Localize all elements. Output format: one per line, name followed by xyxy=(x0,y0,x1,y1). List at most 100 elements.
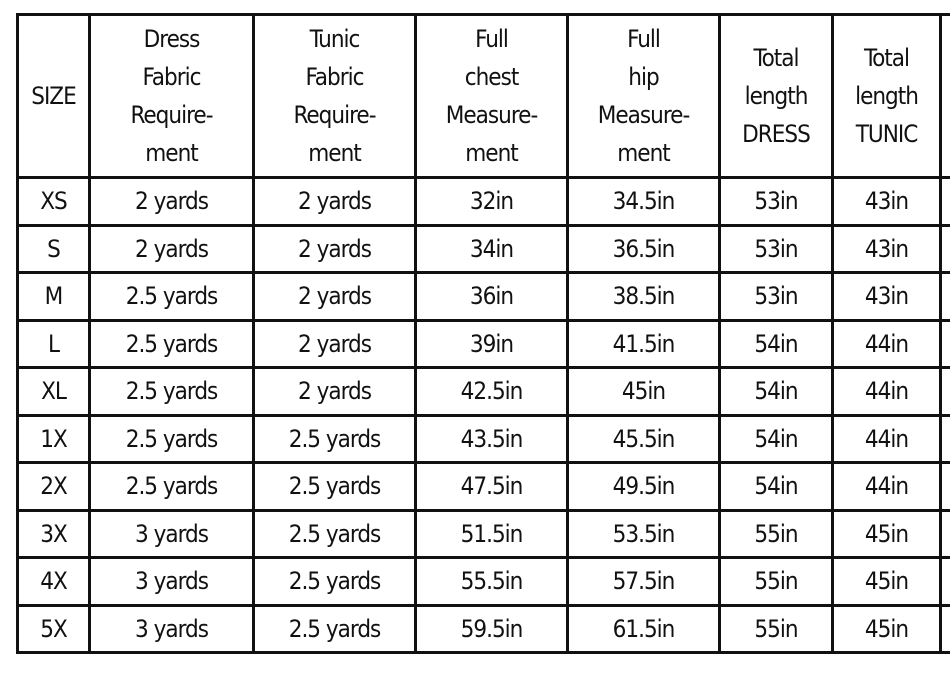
table-cell: 2.5 yards xyxy=(88,318,255,369)
table-cell: 43.5in xyxy=(414,413,569,464)
table-cell: 2.5 yards xyxy=(252,413,417,464)
header-cell: Total length TUNIC xyxy=(831,13,942,179)
table-cell: 55in xyxy=(718,603,834,654)
table-cell: 38.5in xyxy=(566,271,721,322)
table-row: 3X 3 yards 2.5 yards 51.5in 53.5in 55in 45in xyxy=(16,508,950,559)
table-cell: 4X xyxy=(16,556,91,607)
table-cell: 2 yards xyxy=(88,223,255,274)
table-cell: 45in xyxy=(831,556,942,607)
table-cell: 59.5in xyxy=(414,603,569,654)
header-cell: Full chest Measure- ment xyxy=(414,13,569,179)
table-cell: L xyxy=(16,318,91,369)
table-cell: 2 yards xyxy=(252,271,417,322)
table-cell: 2 yards xyxy=(252,176,417,227)
header-cell: Total length DRESS xyxy=(718,13,834,179)
table-cell: 1X xyxy=(16,413,91,464)
table-cell: 2 yards xyxy=(252,223,417,274)
table-cell: 36.5in xyxy=(566,223,721,274)
table-cell: 53in xyxy=(718,223,834,274)
table-cell: XL xyxy=(16,366,91,417)
table-cell: 3 yards xyxy=(88,603,255,654)
table-cell: 45.5in xyxy=(566,413,721,464)
table-cell: 54in xyxy=(718,318,834,369)
table-cell: M xyxy=(16,271,91,322)
table-cell: 34.5in xyxy=(566,176,721,227)
table-cell: 45in xyxy=(831,508,942,559)
header-cell: Full hip Measure- ment xyxy=(566,13,721,179)
table-cell: 32in xyxy=(414,176,569,227)
table-row: 2X 2.5 yards 2.5 yards 47.5in 49.5in 54in 44in xyxy=(16,461,950,512)
table-cell: 39in xyxy=(414,318,569,369)
table-cell: 53in xyxy=(718,271,834,322)
table-row: 5X 3 yards 2.5 yards 59.5in 61.5in 55in 45in xyxy=(16,603,950,654)
size-chart: SIZE Dress Fabric Require- ment Tunic Fabr… xyxy=(16,13,950,654)
table-cell: 54in xyxy=(718,461,834,512)
table-cell: 44in xyxy=(831,318,942,369)
table-cell: 2.5 yards xyxy=(88,271,255,322)
table-cell: 49.5in xyxy=(566,461,721,512)
table-cell: 53.5in xyxy=(566,508,721,559)
table-cell: 55in xyxy=(718,556,834,607)
table-cell: S xyxy=(16,223,91,274)
table-cell: 2.5 yards xyxy=(88,461,255,512)
table-container: SIZE Dress Fabric Require- ment Tunic Fabr… xyxy=(16,13,950,654)
table-row: L 2.5 yards 2 yards 39in 41.5in 54in 44in xyxy=(16,318,950,369)
table-cell: 43in xyxy=(831,271,942,322)
table-cell: 2.5 yards xyxy=(252,556,417,607)
table-cell: 45in xyxy=(831,603,942,654)
cut-off-cell xyxy=(939,413,950,464)
table-cell: 2.5 yards xyxy=(88,366,255,417)
table-cell: 43in xyxy=(831,223,942,274)
header-cell: Tunic Fabric Require- ment xyxy=(252,13,417,179)
table-cell: 53in xyxy=(718,176,834,227)
header-row: SIZE Dress Fabric Require- ment Tunic Fabr… xyxy=(16,13,950,179)
table-cell: 34in xyxy=(414,223,569,274)
table-cell: 2.5 yards xyxy=(252,461,417,512)
table-cell: 2.5 yards xyxy=(88,413,255,464)
cut-off-cell xyxy=(939,603,950,654)
cut-off-cell xyxy=(939,223,950,274)
table-cell: 2 yards xyxy=(252,366,417,417)
table-cell: 2.5 yards xyxy=(252,603,417,654)
table-cell: 3 yards xyxy=(88,508,255,559)
table-cell: XS xyxy=(16,176,91,227)
cut-off-cell xyxy=(939,508,950,559)
table-row: 1X 2.5 yards 2.5 yards 43.5in 45.5in 54in 44in xyxy=(16,413,950,464)
cut-off-cell xyxy=(939,366,950,417)
cut-off-cell xyxy=(939,461,950,512)
cut-off-cell xyxy=(939,271,950,322)
header-cell: SIZE xyxy=(16,13,91,179)
table-cell: 47.5in xyxy=(414,461,569,512)
table-cell: 5X xyxy=(16,603,91,654)
table-row: XS 2 yards 2 yards 32in 34.5in 53in 43in xyxy=(16,176,950,227)
table-cell: 44in xyxy=(831,461,942,512)
table-body: XS 2 yards 2 yards 32in 34.5in 53in 43in S 2 yar… xyxy=(16,176,950,654)
table-cell: 54in xyxy=(718,413,834,464)
cut-off-cell xyxy=(939,13,950,179)
table-cell: 3 yards xyxy=(88,556,255,607)
table-cell: 2.5 yards xyxy=(252,508,417,559)
table-cell: 61.5in xyxy=(566,603,721,654)
table-cell: 42.5in xyxy=(414,366,569,417)
table-cell: 2 yards xyxy=(252,318,417,369)
table-cell: 2X xyxy=(16,461,91,512)
cut-off-cell xyxy=(939,556,950,607)
cut-off-cell xyxy=(939,318,950,369)
table-cell: 54in xyxy=(718,366,834,417)
table-row: XL 2.5 yards 2 yards 42.5in 45in 54in 44in xyxy=(16,366,950,417)
table-cell: 51.5in xyxy=(414,508,569,559)
table-cell: 44in xyxy=(831,413,942,464)
table-cell: 41.5in xyxy=(566,318,721,369)
table-cell: 43in xyxy=(831,176,942,227)
table-row: M 2.5 yards 2 yards 36in 38.5in 53in 43in xyxy=(16,271,950,322)
table-cell: 44in xyxy=(831,366,942,417)
table-cell: 36in xyxy=(414,271,569,322)
table-cell: 55in xyxy=(718,508,834,559)
table-cell: 2 yards xyxy=(88,176,255,227)
header-cell: Dress Fabric Require- ment xyxy=(88,13,255,179)
table-cell: 57.5in xyxy=(566,556,721,607)
table-cell: 45in xyxy=(566,366,721,417)
table-cell: 3X xyxy=(16,508,91,559)
